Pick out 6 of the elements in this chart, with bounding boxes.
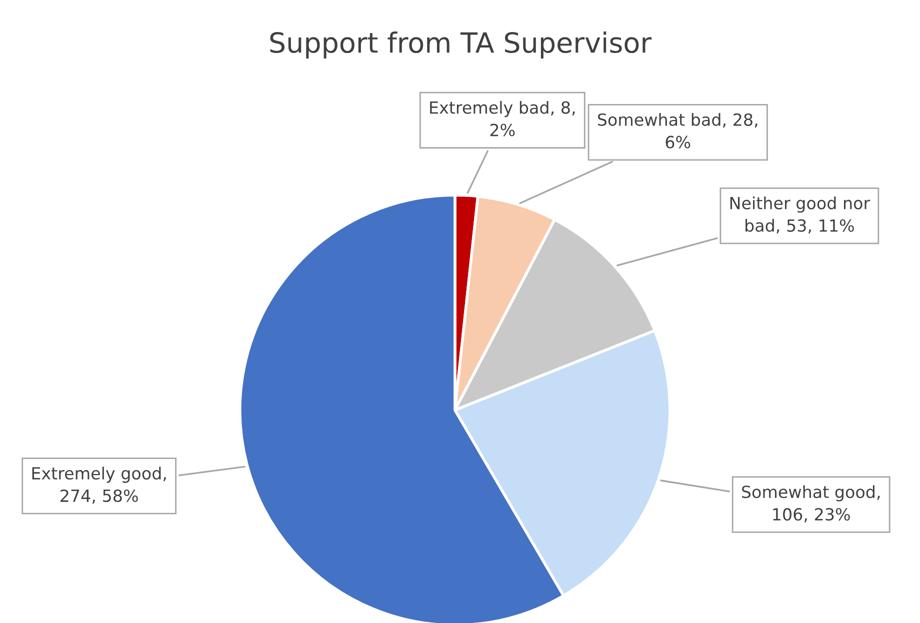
slice-label: Somewhat bad, 28, 6% (598, 113, 758, 148)
slice-label: Somewhat good, 106, 23% (742, 485, 880, 522)
slice-label: Neither good nor bad, 53, 11% (730, 196, 870, 234)
slice-label: Extremely bad, 8, 2% (430, 100, 575, 136)
chart-title: Support from TA Supervisor (270, 32, 652, 58)
slice-label: Extremely good, 274, 58% (32, 466, 166, 504)
